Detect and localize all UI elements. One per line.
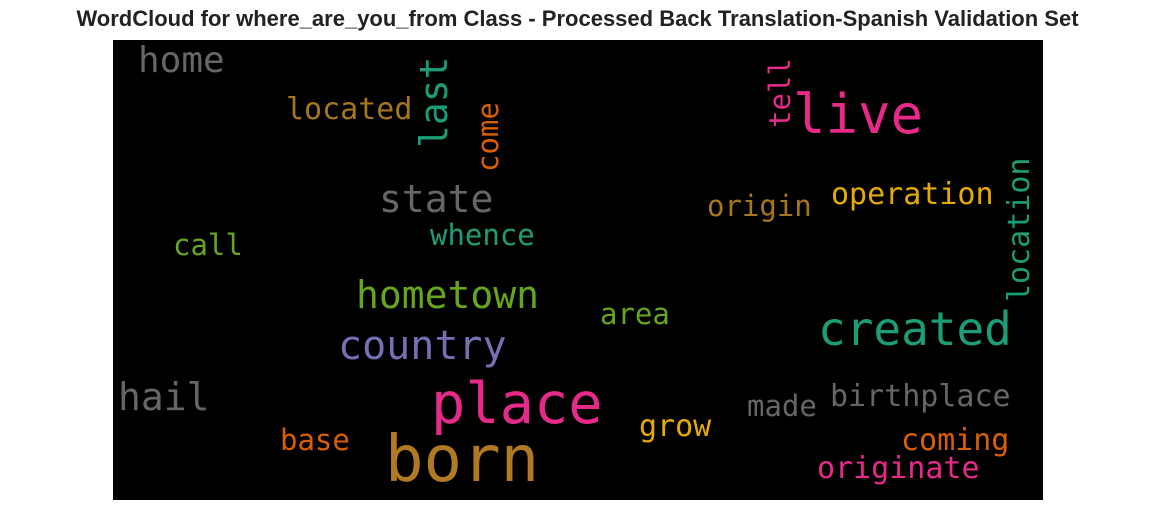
word-located: located xyxy=(286,92,413,127)
word-call: call xyxy=(173,228,243,262)
word-operation: operation xyxy=(831,177,994,212)
word-hometown: hometown xyxy=(356,273,540,317)
word-come: come xyxy=(471,102,505,172)
word-coming: coming xyxy=(901,423,1010,458)
word-created: created xyxy=(818,302,1012,356)
word-born: born xyxy=(385,423,540,497)
wordcloud-canvas: born place live created country hometown… xyxy=(113,40,1043,500)
word-last: last xyxy=(412,56,456,148)
word-originate: originate xyxy=(817,451,980,486)
word-place: place xyxy=(431,371,603,437)
word-tell: tell xyxy=(763,58,797,128)
word-country: country xyxy=(338,323,507,369)
word-origin: origin xyxy=(707,189,812,223)
word-area: area xyxy=(600,297,670,331)
word-hail: hail xyxy=(118,375,210,419)
chart-title: WordCloud for where_are_you_from Class -… xyxy=(76,6,1079,31)
word-home: home xyxy=(138,40,225,81)
word-base: base xyxy=(280,423,350,457)
word-whence: whence xyxy=(430,218,535,252)
word-birthplace: birthplace xyxy=(830,379,1011,414)
word-live: live xyxy=(793,83,924,146)
word-state: state xyxy=(379,177,494,221)
word-location: location xyxy=(1002,157,1037,303)
word-made: made xyxy=(747,389,817,423)
word-grow: grow xyxy=(639,409,712,444)
